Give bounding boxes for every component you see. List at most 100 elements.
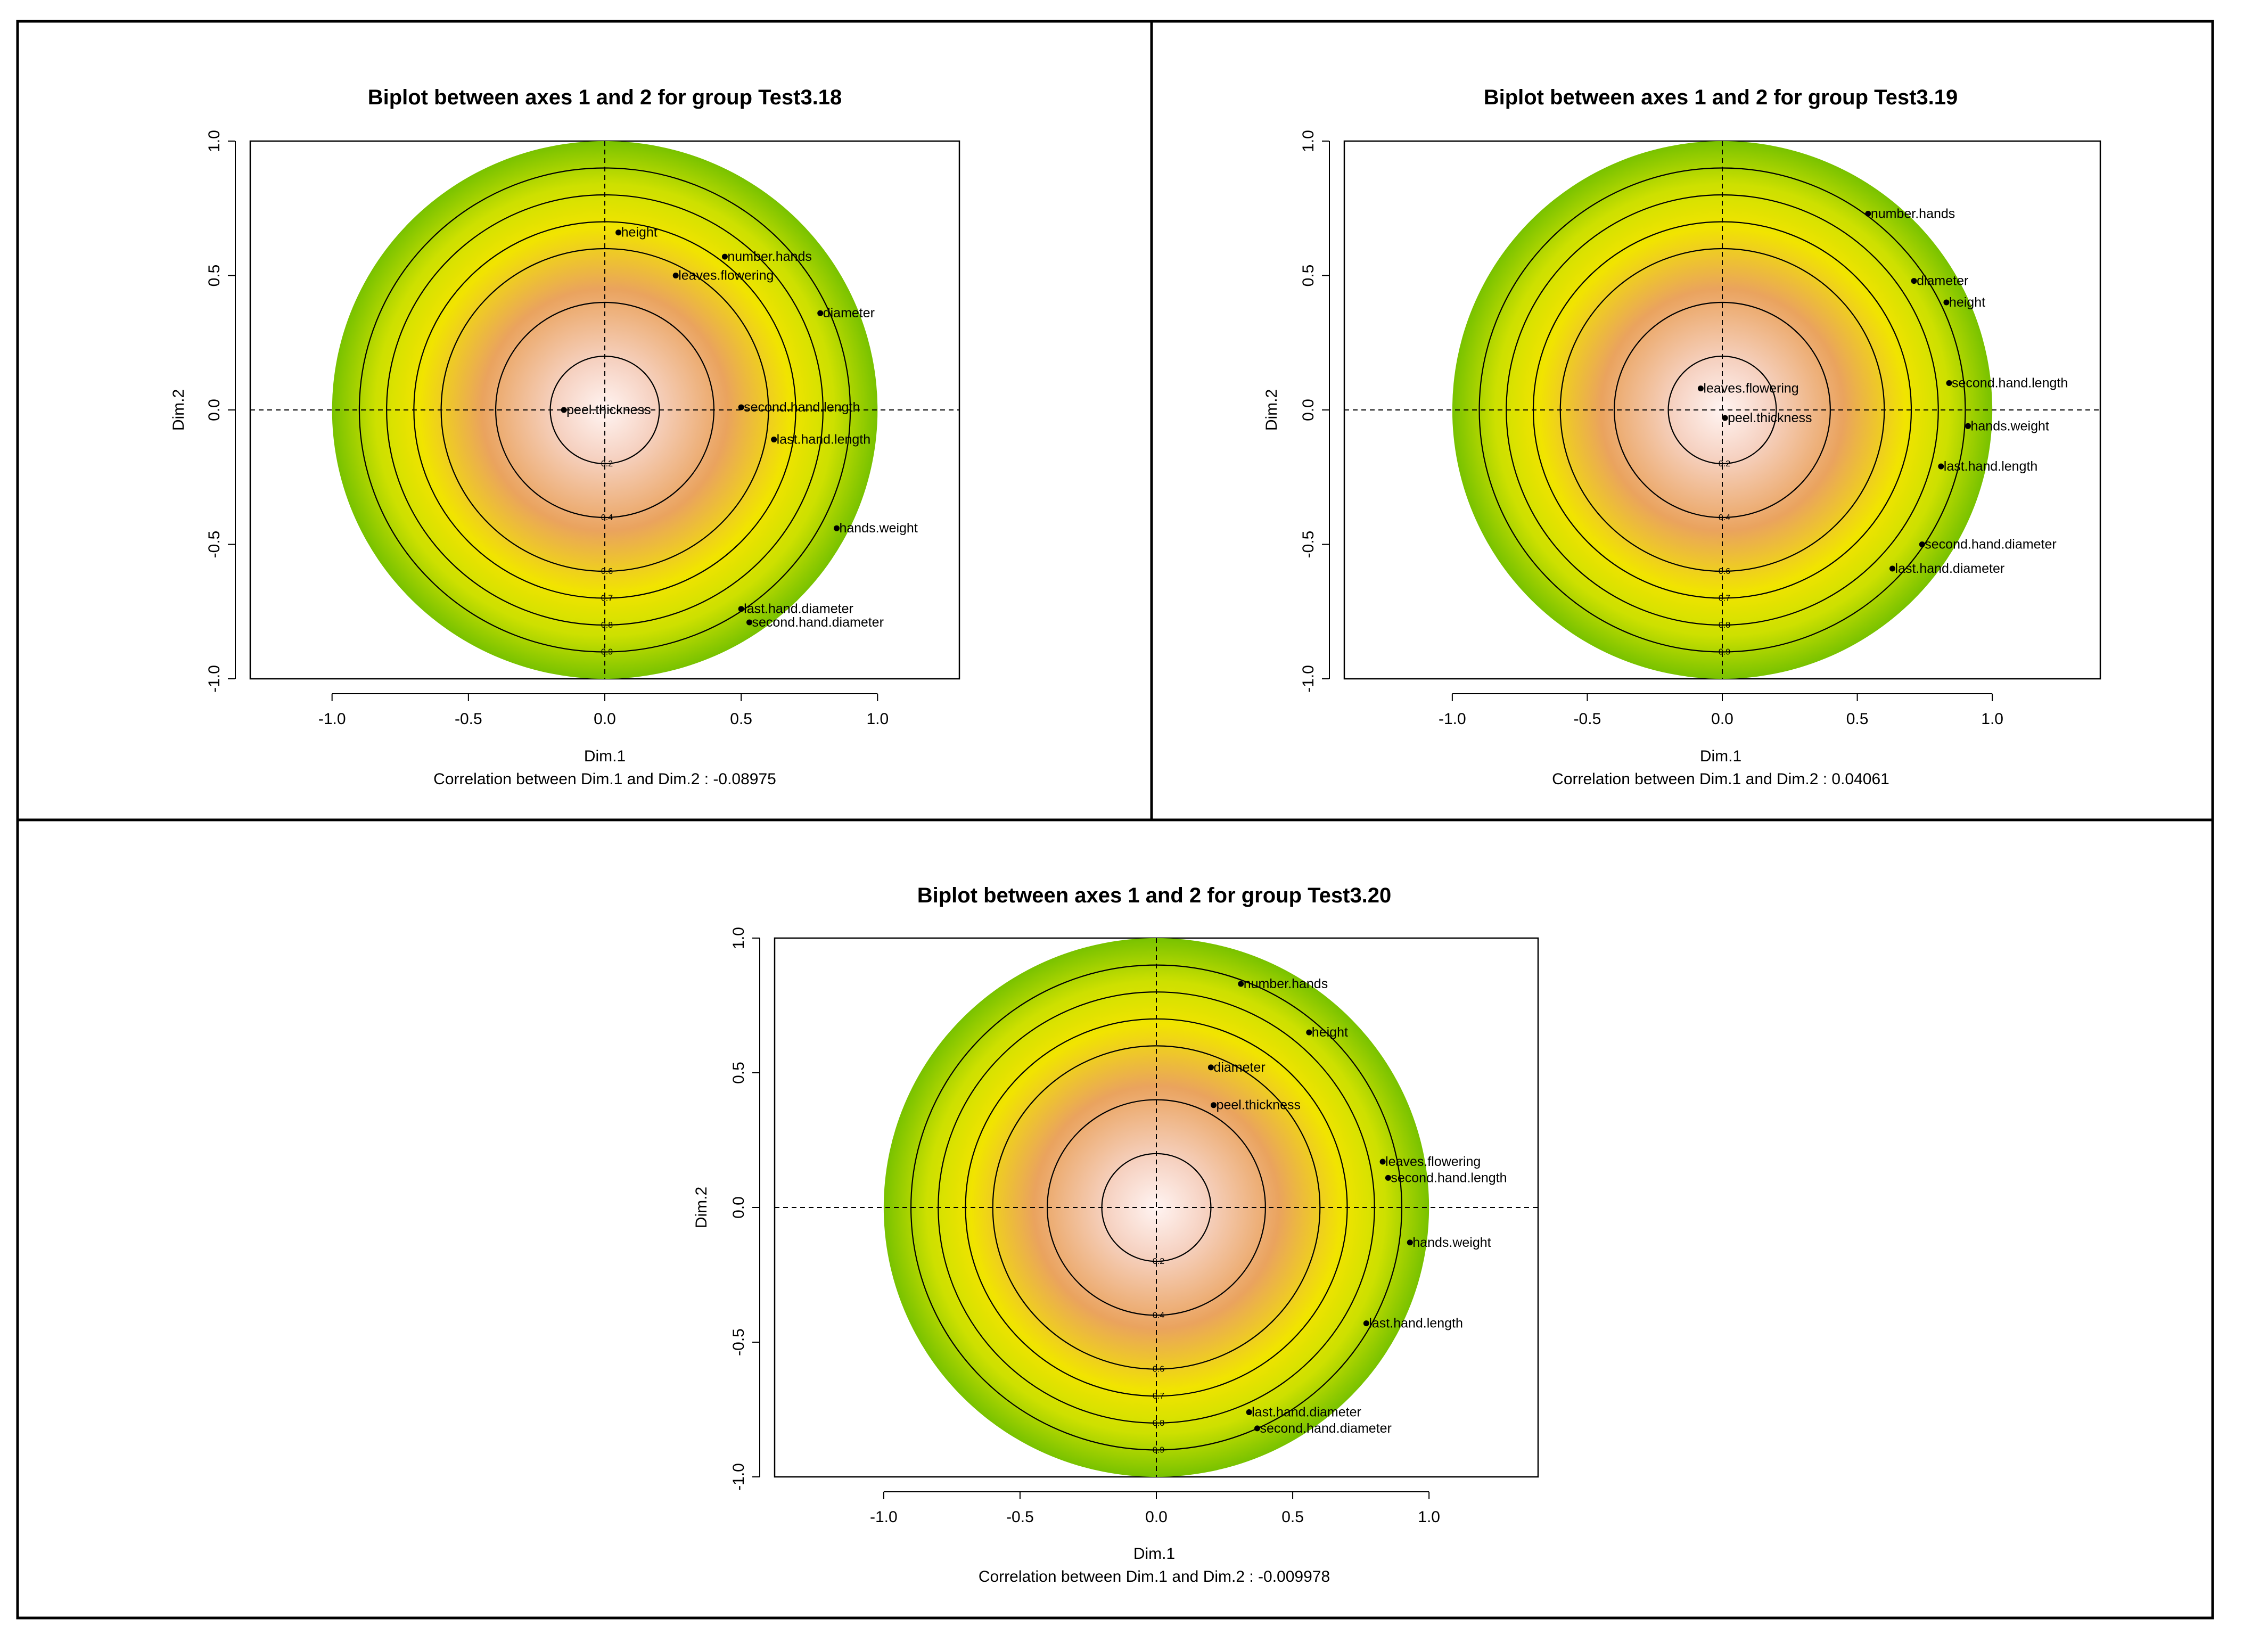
x-tick-label: -1.0 <box>870 1508 898 1526</box>
x-tick-label: -0.5 <box>455 710 482 728</box>
x-tick-label: -1.0 <box>1439 710 1466 728</box>
y-tick-label: 0.5 <box>206 265 223 287</box>
variable-label: hands.weight <box>1971 418 2049 433</box>
variable-point <box>1938 463 1944 470</box>
variable-label: last.hand.length <box>1944 459 2038 474</box>
variable-point <box>1889 565 1895 572</box>
y-tick-label: -1.0 <box>206 665 223 693</box>
y-tick-label: -1.0 <box>730 1463 747 1491</box>
variable-point <box>1946 380 1952 386</box>
chart-title: Biplot between axes 1 and 2 for group Te… <box>917 884 1392 907</box>
biplot-panel-test3-19: Biplot between axes 1 and 2 for group Te… <box>1263 86 2101 788</box>
variable-label: leaves.flowering <box>678 268 774 283</box>
variable-label: second.hand.diameter <box>1925 537 2056 552</box>
y-axis-label: Dim.2 <box>170 389 187 431</box>
x-tick-label: 0.0 <box>1711 710 1733 728</box>
y-tick-label: -0.5 <box>1300 531 1317 558</box>
correlation-subtitle: Correlation between Dim.1 and Dim.2 : -0… <box>433 770 776 788</box>
contour-ring-label: 0.9 <box>601 648 613 657</box>
contour-ring-label: 0.7 <box>1153 1392 1164 1401</box>
variable-point <box>738 606 744 612</box>
variable-label: last.hand.diameter <box>1895 561 2005 576</box>
x-tick-label: 1.0 <box>1418 1508 1440 1526</box>
variable-label: height <box>1312 1025 1348 1040</box>
y-tick-label: -0.5 <box>730 1328 747 1356</box>
contour-ring-label: 0.4 <box>601 513 613 522</box>
correlation-subtitle: Correlation between Dim.1 and Dim.2 : 0.… <box>1552 770 1889 788</box>
variable-label: leaves.flowering <box>1385 1154 1481 1169</box>
biplot-panel-test3-18: Biplot between axes 1 and 2 for group Te… <box>170 86 960 788</box>
contour-ring-label: 0.6 <box>601 567 613 576</box>
variable-label: second.hand.diameter <box>752 615 884 630</box>
variable-point <box>1965 423 1971 429</box>
x-tick-label: 1.0 <box>866 710 889 728</box>
variable-point <box>1943 299 1950 306</box>
x-axis-label: Dim.1 <box>584 747 626 765</box>
x-tick-label: 0.5 <box>1846 710 1869 728</box>
variable-point <box>1385 1174 1391 1181</box>
variable-point <box>1363 1320 1369 1327</box>
variable-label: second.hand.length <box>1391 1170 1507 1185</box>
variable-point <box>1697 385 1704 392</box>
unit-correlation-disc <box>883 938 1429 1477</box>
variable-label: second.hand.length <box>744 400 860 415</box>
variable-point <box>771 437 777 443</box>
contour-ring-label: 0.9 <box>1153 1445 1164 1455</box>
contour-ring-label: 0.6 <box>1153 1365 1164 1374</box>
variable-label: last.hand.length <box>1369 1316 1463 1331</box>
contour-ring-label: 0.8 <box>601 621 613 630</box>
contour-ring-label: 0.4 <box>1719 513 1730 522</box>
variable-label: second.hand.length <box>1952 376 2068 391</box>
variable-point <box>746 619 753 626</box>
variable-point <box>738 404 744 410</box>
biplot-panel-test3-20: Biplot between axes 1 and 2 for group Te… <box>693 884 1539 1585</box>
contour-ring-label: 0.9 <box>1719 648 1730 657</box>
variable-label: hands.weight <box>1412 1235 1491 1250</box>
x-axis-label: Dim.1 <box>1133 1545 1175 1563</box>
y-tick-label: -1.0 <box>1300 665 1317 693</box>
variable-label: diameter <box>823 306 875 321</box>
variable-point <box>721 253 728 260</box>
variable-point <box>1238 981 1244 987</box>
variable-point <box>672 273 679 278</box>
contour-ring-label: 0.2 <box>1153 1257 1164 1266</box>
variable-label: diameter <box>1213 1060 1265 1075</box>
contour-ring-label: 0.7 <box>601 594 613 603</box>
variable-label: number.hands <box>1244 976 1328 991</box>
variable-point <box>1306 1029 1312 1036</box>
x-axis-label: Dim.1 <box>1700 747 1741 765</box>
variable-label: number.hands <box>727 249 811 264</box>
y-tick-label: 1.0 <box>206 130 223 152</box>
contour-ring-label: 0.8 <box>1719 621 1730 630</box>
variable-point <box>1246 1409 1252 1416</box>
variable-point <box>833 525 840 531</box>
y-tick-label: 0.5 <box>730 1062 747 1084</box>
variable-label: second.hand.diameter <box>1260 1421 1391 1436</box>
contour-ring-label: 0.8 <box>1153 1419 1164 1428</box>
variable-label: peel.thickness <box>566 402 651 417</box>
x-tick-label: 0.0 <box>594 710 616 728</box>
variable-point <box>1379 1159 1386 1165</box>
y-tick-label: 0.5 <box>1300 265 1317 287</box>
variable-point <box>1407 1239 1413 1246</box>
correlation-subtitle: Correlation between Dim.1 and Dim.2 : -0… <box>979 1568 1330 1585</box>
y-axis-label: Dim.2 <box>693 1187 710 1228</box>
y-tick-label: 0.0 <box>206 399 223 421</box>
variable-label: peel.thickness <box>1728 410 1812 425</box>
x-tick-label: 0.5 <box>730 710 752 728</box>
contour-ring-label: 0.6 <box>1719 567 1730 576</box>
y-tick-label: 1.0 <box>1300 130 1317 152</box>
y-axis-label: Dim.2 <box>1263 389 1280 431</box>
contour-ring-label: 0.2 <box>601 459 613 469</box>
variable-point <box>1865 210 1871 217</box>
x-tick-label: 1.0 <box>1981 710 2003 728</box>
x-tick-label: -0.5 <box>1574 710 1601 728</box>
contour-ring-label: 0.4 <box>1153 1311 1164 1320</box>
y-tick-label: 1.0 <box>730 927 747 949</box>
x-tick-label: -1.0 <box>318 710 346 728</box>
variable-label: last.hand.length <box>777 432 871 447</box>
variable-label: peel.thickness <box>1217 1098 1301 1113</box>
variable-point <box>615 229 622 236</box>
x-tick-label: -0.5 <box>1006 1508 1034 1526</box>
